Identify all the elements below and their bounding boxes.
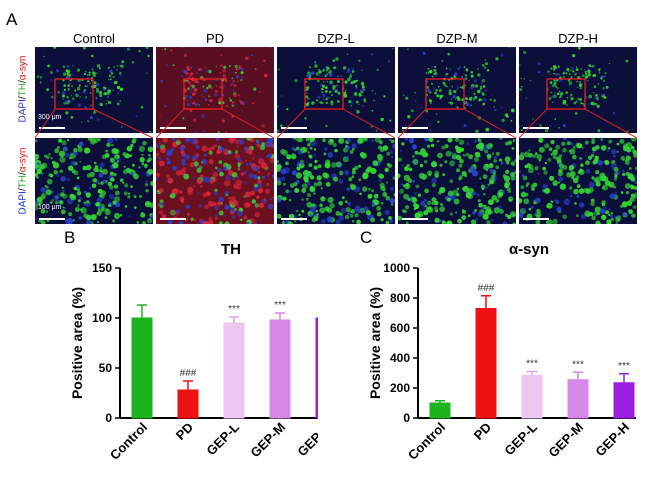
scale-bar bbox=[160, 127, 186, 129]
zoom-connector-line bbox=[92, 108, 154, 139]
bar-gep-l bbox=[223, 322, 245, 419]
scale-bar bbox=[281, 218, 307, 220]
zoom-connector-line bbox=[276, 108, 306, 139]
zoom-micrograph-dzp-h bbox=[519, 138, 637, 224]
scale-bar bbox=[523, 218, 549, 220]
y-tick-label: 1000 bbox=[383, 261, 410, 275]
zoom-connector-line bbox=[155, 108, 185, 139]
x-tick-label: Control bbox=[107, 420, 150, 463]
y-tick-label: 150 bbox=[92, 261, 112, 275]
zoom-connector-line bbox=[221, 108, 275, 139]
bar-gep-m bbox=[269, 319, 291, 419]
overview-micrograph-pd bbox=[156, 47, 274, 133]
x-tick-label: GEP-H bbox=[294, 420, 318, 460]
zoom-micrograph-control bbox=[35, 138, 153, 224]
scale-bar bbox=[402, 127, 428, 129]
bar-gep-h bbox=[315, 317, 318, 419]
overview-micrograph-control bbox=[35, 47, 153, 133]
zoom-connector-line bbox=[34, 108, 56, 139]
y-tick-label: 600 bbox=[390, 321, 410, 335]
y-tick-label: 400 bbox=[390, 351, 410, 365]
scale-bar bbox=[523, 127, 549, 129]
chart-title: TH bbox=[221, 241, 241, 258]
overview-micrograph-dzp-l bbox=[277, 47, 395, 133]
bar-gep-m bbox=[567, 379, 589, 419]
bar-gep-h bbox=[613, 382, 635, 419]
zoom-connector-line bbox=[397, 108, 427, 139]
y-tick-label: 800 bbox=[390, 291, 410, 305]
x-tick-label: PD bbox=[471, 420, 494, 443]
scale-label-top: 300 μm bbox=[38, 114, 62, 121]
x-tick-label: GEP-M bbox=[545, 420, 586, 461]
x-tick-label: GEP-H bbox=[592, 420, 632, 460]
overview-micrograph-dzp-h bbox=[519, 47, 637, 133]
zoom-micrograph-dzp-m bbox=[398, 138, 516, 224]
bar-pd bbox=[177, 389, 199, 419]
significance-annotation: *** bbox=[572, 359, 584, 370]
bar-pd bbox=[475, 308, 497, 419]
significance-annotation: ### bbox=[180, 368, 197, 379]
bar-gep-l bbox=[521, 374, 543, 419]
x-tick-label: PD bbox=[173, 420, 196, 443]
zoom-micrograph-pd bbox=[156, 138, 274, 224]
scale-bar bbox=[160, 218, 186, 220]
y-axis-label: Positive area (%) bbox=[69, 287, 85, 399]
y-tick-label: 200 bbox=[390, 381, 410, 395]
column-title-dzp-m: DZP-M bbox=[436, 31, 478, 46]
significance-annotation: *** bbox=[228, 304, 240, 315]
x-tick-label: GEP-L bbox=[203, 419, 242, 458]
panel-letter-a: A bbox=[6, 10, 18, 29]
zoom-connector-line bbox=[584, 108, 638, 139]
panel-letter-b: B bbox=[64, 228, 76, 247]
significance-annotation: *** bbox=[618, 361, 630, 372]
bar-control bbox=[429, 402, 451, 419]
y-tick-label: 0 bbox=[105, 411, 112, 425]
y-axis-label: Positive area (%) bbox=[367, 287, 383, 399]
scale-bar bbox=[281, 127, 307, 129]
zoom-connector-line bbox=[463, 108, 517, 139]
y-tick-label: 0 bbox=[403, 411, 410, 425]
significance-annotation: *** bbox=[526, 359, 538, 370]
chart-title: α-syn bbox=[509, 241, 549, 258]
th-bar-chart: TH 0 50 100 150 Positive area (%) Control ### PD… bbox=[69, 241, 318, 463]
zoom-connector-line bbox=[342, 108, 396, 139]
scale-bar bbox=[39, 127, 65, 129]
scale-bar bbox=[39, 218, 65, 220]
scale-label-bottom: 100 μm bbox=[38, 204, 62, 211]
column-title-dzp-l: DZP-L bbox=[317, 31, 355, 46]
column-title-dzp-h: DZP-H bbox=[558, 31, 598, 46]
y-tick-label: 50 bbox=[99, 361, 113, 375]
column-title-pd: PD bbox=[205, 31, 225, 46]
scale-bar bbox=[402, 218, 428, 220]
column-title-control: Control bbox=[73, 31, 115, 46]
significance-annotation: ### bbox=[478, 283, 495, 294]
bar-control bbox=[131, 317, 153, 419]
zoom-connector-line bbox=[518, 108, 548, 139]
panel-letter-c: C bbox=[360, 228, 373, 247]
x-tick-label: GEP-L bbox=[501, 419, 540, 458]
zoom-micrograph-dzp-l bbox=[277, 138, 395, 224]
significance-annotation: *** bbox=[274, 300, 286, 311]
x-tick-label: Control bbox=[405, 420, 448, 463]
x-tick-label: GEP-M bbox=[247, 420, 288, 461]
y-tick-label: 100 bbox=[92, 311, 112, 325]
overview-micrograph-dzp-m bbox=[398, 47, 516, 133]
